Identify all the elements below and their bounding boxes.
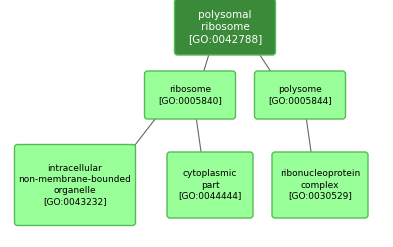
Text: polysomal
ribosome
[GO:0042788]: polysomal ribosome [GO:0042788] bbox=[188, 10, 262, 44]
FancyBboxPatch shape bbox=[15, 144, 136, 226]
FancyBboxPatch shape bbox=[174, 0, 275, 55]
Text: polysome
[GO:0005844]: polysome [GO:0005844] bbox=[268, 85, 332, 105]
Text: cytoplasmic
part
[GO:0044444]: cytoplasmic part [GO:0044444] bbox=[178, 169, 242, 201]
FancyBboxPatch shape bbox=[255, 71, 345, 119]
Text: ribonucleoprotein
complex
[GO:0030529]: ribonucleoprotein complex [GO:0030529] bbox=[280, 169, 360, 201]
Text: ribosome
[GO:0005840]: ribosome [GO:0005840] bbox=[158, 85, 222, 105]
FancyBboxPatch shape bbox=[272, 152, 368, 218]
Text: intracellular
non-membrane-bounded
organelle
[GO:0043232]: intracellular non-membrane-bounded organ… bbox=[18, 164, 131, 206]
FancyBboxPatch shape bbox=[145, 71, 235, 119]
FancyBboxPatch shape bbox=[167, 152, 253, 218]
